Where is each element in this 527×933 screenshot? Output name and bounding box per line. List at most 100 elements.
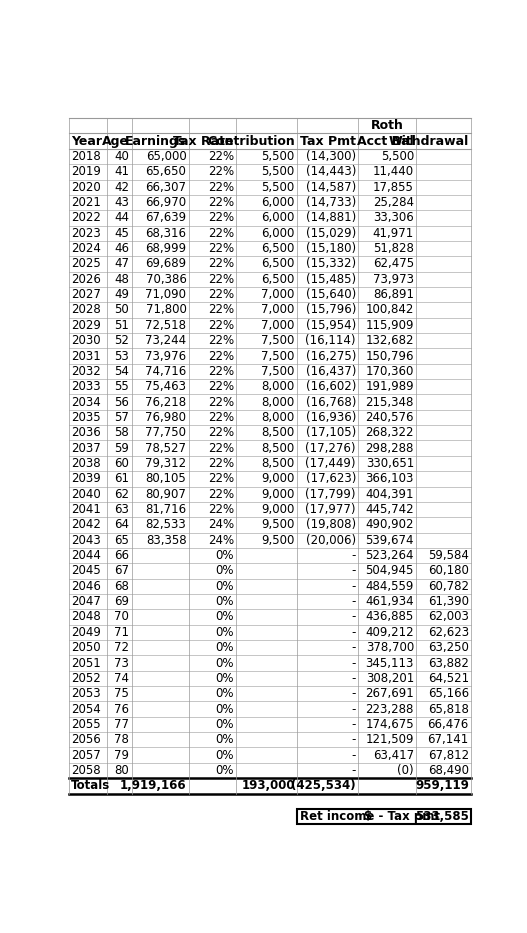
Text: 170,360: 170,360 xyxy=(366,365,414,378)
Text: 54: 54 xyxy=(114,365,129,378)
Text: 65,818: 65,818 xyxy=(428,703,469,716)
Text: 64,521: 64,521 xyxy=(428,672,469,685)
Text: 2037: 2037 xyxy=(71,441,101,454)
Text: (16,437): (16,437) xyxy=(306,365,356,378)
Text: -: - xyxy=(352,626,356,639)
Text: -: - xyxy=(352,641,356,654)
Text: 0%: 0% xyxy=(216,717,234,731)
Text: 436,885: 436,885 xyxy=(366,610,414,623)
Text: 2035: 2035 xyxy=(71,411,101,424)
Text: 22%: 22% xyxy=(208,181,234,194)
Text: 63,417: 63,417 xyxy=(373,748,414,761)
Text: 59: 59 xyxy=(114,441,129,454)
Text: 22%: 22% xyxy=(208,319,234,332)
Text: 100,842: 100,842 xyxy=(366,303,414,316)
Text: 6,500: 6,500 xyxy=(261,258,295,271)
Text: 121,509: 121,509 xyxy=(365,733,414,746)
Text: 22%: 22% xyxy=(208,396,234,409)
Text: 55: 55 xyxy=(114,381,129,393)
Text: 56: 56 xyxy=(114,396,129,409)
Text: 2054: 2054 xyxy=(71,703,101,716)
Text: 2020: 2020 xyxy=(71,181,101,194)
Text: 2039: 2039 xyxy=(71,472,101,485)
Text: (16,602): (16,602) xyxy=(306,381,356,393)
Text: 24%: 24% xyxy=(208,534,234,547)
Text: 8,000: 8,000 xyxy=(261,396,295,409)
Text: 223,288: 223,288 xyxy=(366,703,414,716)
Text: 68: 68 xyxy=(114,579,129,592)
Text: (17,623): (17,623) xyxy=(306,472,356,485)
Text: 409,212: 409,212 xyxy=(365,626,414,639)
Text: 64: 64 xyxy=(114,519,129,532)
Text: $: $ xyxy=(363,810,371,823)
Text: -: - xyxy=(352,717,356,731)
Text: 6,500: 6,500 xyxy=(261,272,295,285)
Text: 6,000: 6,000 xyxy=(261,227,295,240)
Text: 76,980: 76,980 xyxy=(145,411,187,424)
Text: Earnings: Earnings xyxy=(125,134,187,147)
Text: 2033: 2033 xyxy=(71,381,101,393)
Text: 73,973: 73,973 xyxy=(373,272,414,285)
Text: 2025: 2025 xyxy=(71,258,101,271)
Text: 60,180: 60,180 xyxy=(428,564,469,578)
Text: 22%: 22% xyxy=(208,150,234,163)
Text: (17,105): (17,105) xyxy=(306,426,356,439)
Text: 48: 48 xyxy=(114,272,129,285)
Text: 73,976: 73,976 xyxy=(145,350,187,363)
Text: 61,390: 61,390 xyxy=(428,595,469,608)
Text: 22%: 22% xyxy=(208,503,234,516)
Text: 73,244: 73,244 xyxy=(145,334,187,347)
Text: 0%: 0% xyxy=(216,626,234,639)
Text: 9,000: 9,000 xyxy=(261,503,295,516)
Text: 62,003: 62,003 xyxy=(428,610,469,623)
Text: 2038: 2038 xyxy=(71,457,101,470)
Text: 69: 69 xyxy=(114,595,129,608)
Text: 150,796: 150,796 xyxy=(365,350,414,363)
Text: 8,000: 8,000 xyxy=(261,381,295,393)
Text: 2044: 2044 xyxy=(71,550,101,562)
Text: 268,322: 268,322 xyxy=(365,426,414,439)
Text: 533,585: 533,585 xyxy=(415,810,469,823)
Text: 44: 44 xyxy=(114,212,129,225)
Text: 22%: 22% xyxy=(208,334,234,347)
Text: 78: 78 xyxy=(114,733,129,746)
Text: 25,284: 25,284 xyxy=(373,196,414,209)
Text: 62,475: 62,475 xyxy=(373,258,414,271)
Text: 11,440: 11,440 xyxy=(373,165,414,178)
Text: 45: 45 xyxy=(114,227,129,240)
Text: 33,306: 33,306 xyxy=(373,212,414,225)
Text: 22%: 22% xyxy=(208,441,234,454)
Text: 60: 60 xyxy=(114,457,129,470)
Text: 67,141: 67,141 xyxy=(427,733,469,746)
Text: 484,559: 484,559 xyxy=(366,579,414,592)
Text: Acct Bal: Acct Bal xyxy=(357,134,414,147)
Text: 76: 76 xyxy=(114,703,129,716)
Text: 0%: 0% xyxy=(216,764,234,777)
Text: 0%: 0% xyxy=(216,579,234,592)
Text: 22%: 22% xyxy=(208,303,234,316)
Text: -: - xyxy=(352,610,356,623)
Text: (0): (0) xyxy=(397,764,414,777)
Text: 0%: 0% xyxy=(216,672,234,685)
Text: 68,490: 68,490 xyxy=(428,764,469,777)
Text: 73: 73 xyxy=(114,657,129,670)
Text: (14,300): (14,300) xyxy=(306,150,356,163)
Text: 2036: 2036 xyxy=(71,426,101,439)
Text: 66,970: 66,970 xyxy=(145,196,187,209)
Text: 80,105: 80,105 xyxy=(146,472,187,485)
Text: -: - xyxy=(352,703,356,716)
Text: 193,000: 193,000 xyxy=(241,779,295,792)
Text: 959,119: 959,119 xyxy=(415,779,469,792)
Text: (15,180): (15,180) xyxy=(306,242,356,255)
Text: 1,919,166: 1,919,166 xyxy=(120,779,187,792)
Text: 0%: 0% xyxy=(216,595,234,608)
Text: 68,999: 68,999 xyxy=(145,242,187,255)
Text: 6,500: 6,500 xyxy=(261,242,295,255)
Text: 51,828: 51,828 xyxy=(373,242,414,255)
Text: 70: 70 xyxy=(114,610,129,623)
Text: 22%: 22% xyxy=(208,488,234,501)
Text: 445,742: 445,742 xyxy=(365,503,414,516)
Text: 69,689: 69,689 xyxy=(145,258,187,271)
Text: 63,882: 63,882 xyxy=(428,657,469,670)
Text: 50: 50 xyxy=(114,303,129,316)
